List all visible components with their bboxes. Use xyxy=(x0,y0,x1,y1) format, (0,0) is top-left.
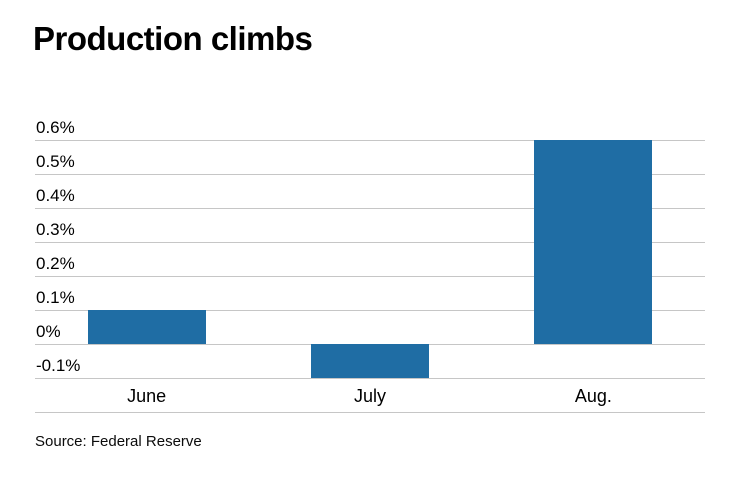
chart-title: Production climbs xyxy=(33,20,313,57)
gridline xyxy=(35,242,705,243)
y-axis-tick-label: 0.2% xyxy=(36,254,75,274)
gridline xyxy=(35,276,705,277)
bar-july xyxy=(311,344,429,378)
bar-june xyxy=(87,310,206,344)
y-axis-tick-label: 0.1% xyxy=(36,288,75,308)
x-axis-label: Aug. xyxy=(574,386,612,406)
gridline xyxy=(35,140,705,141)
gridline xyxy=(35,208,705,209)
gridline xyxy=(35,378,705,379)
gridline xyxy=(35,174,705,175)
y-axis-tick-label: 0.3% xyxy=(36,220,75,240)
plot-area: 0.6% 0.5% 0.4% 0.3% 0.2% 0.1% 0% -0.1% June July A… xyxy=(35,119,705,413)
x-axis-label: June xyxy=(127,386,167,406)
y-axis-tick-label: 0% xyxy=(36,322,61,342)
source-note: Source: Federal Reserve xyxy=(35,433,202,450)
y-axis-tick-label: 0.4% xyxy=(36,186,75,206)
y-axis-tick-label: -0.1% xyxy=(36,356,81,376)
x-axis-label: July xyxy=(353,386,387,406)
y-axis-tick-label: 0.6% xyxy=(36,118,75,138)
gridline xyxy=(35,310,705,311)
bar-aug xyxy=(534,140,653,344)
y-axis-tick-label: 0.5% xyxy=(36,152,75,172)
